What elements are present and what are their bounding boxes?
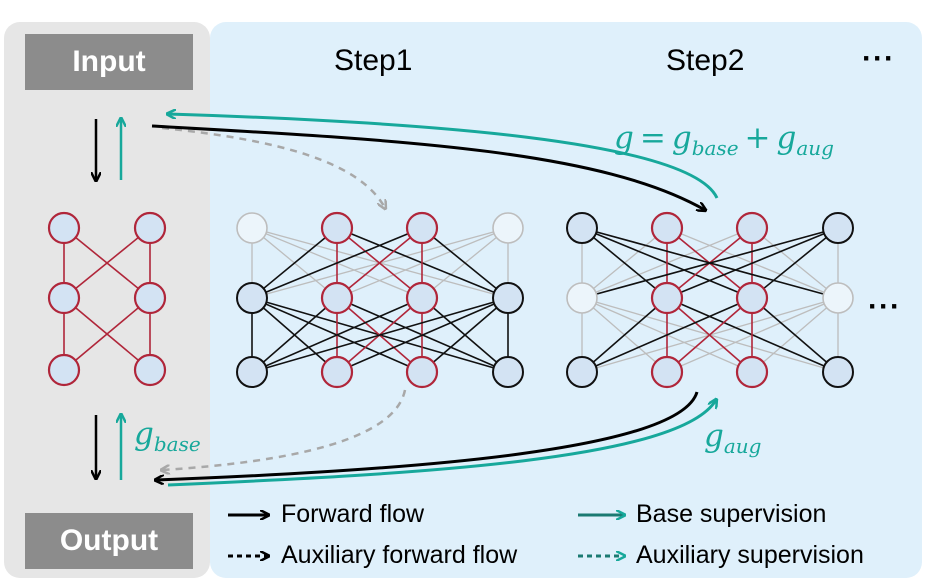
connection-black [581, 227, 839, 299]
connection-black [251, 227, 338, 299]
neuron-red [320, 211, 354, 245]
connection-black [251, 297, 423, 373]
neuron-black [236, 356, 268, 388]
g-base-label: gbase [134, 416, 201, 456]
connection-red [336, 227, 423, 299]
connection-red [63, 227, 151, 299]
neuron-black [822, 356, 854, 388]
neuron-red [735, 211, 769, 245]
legend-aux-supervision: Auxiliary supervision [636, 541, 864, 569]
gradient-equation: g = gbase + gaug [614, 120, 834, 160]
neuron-black [236, 282, 268, 314]
neuron-black [492, 356, 524, 388]
neuron-red [47, 281, 81, 315]
aux-forward-arrow-top [161, 126, 385, 208]
neuron-red [405, 281, 439, 315]
step1-label: Step1 [334, 44, 413, 77]
neuron-red [735, 355, 769, 389]
neuron-red [320, 355, 354, 389]
neuron-red [133, 353, 167, 387]
neuron-black [822, 212, 854, 244]
neuron-black [566, 212, 598, 244]
neuron-red [405, 211, 439, 245]
neuron-red [650, 211, 684, 245]
input-header-box [25, 34, 193, 90]
connection-red [63, 297, 151, 371]
connection-black [421, 297, 509, 373]
neuron-light [236, 212, 268, 244]
connection-black [666, 227, 839, 299]
connection-black [581, 297, 753, 373]
connection-black [751, 297, 839, 373]
legend-forward-flow: Forward flow [281, 500, 425, 528]
aux-forward-arrow-bottom [162, 389, 407, 470]
neuron-red [735, 281, 769, 315]
step2-output-arrow [156, 391, 699, 480]
legend-base-supervision: Base supervision [636, 500, 827, 528]
input-label: Input [72, 45, 146, 78]
g-aug-label: gaug [704, 418, 762, 458]
neuron-light [566, 282, 598, 314]
neuron-red [47, 211, 81, 245]
step2-network [566, 211, 854, 389]
output-header-box [25, 513, 193, 569]
step2-forward-arrow [151, 124, 705, 210]
connection-black [581, 227, 668, 299]
connection-black [421, 227, 509, 299]
ellipsis-top: ··· [862, 42, 895, 75]
neuron-red [47, 353, 81, 387]
neuron-light [822, 282, 854, 314]
base-network [47, 211, 167, 387]
step2-label: Step2 [666, 44, 745, 77]
connection-red [666, 297, 753, 373]
connection-black [336, 297, 509, 373]
steps-panel [210, 22, 922, 578]
neuron-light [492, 212, 524, 244]
neuron-red [320, 281, 354, 315]
neuron-red [650, 355, 684, 389]
legend-aux-forward-flow: Auxiliary forward flow [281, 541, 518, 569]
connection-black [251, 297, 338, 373]
connection-black [251, 297, 509, 373]
output-label: Output [59, 524, 159, 557]
ellipsis-mid: ··· [868, 290, 901, 323]
neuron-red [405, 355, 439, 389]
neuron-black [566, 356, 598, 388]
connection-black [251, 227, 423, 299]
neuron-red [650, 281, 684, 315]
base-panel [4, 22, 210, 578]
neuron-black [492, 282, 524, 314]
step2-supervision-arrow-top [168, 114, 719, 199]
neuron-red [133, 211, 167, 245]
neuron-red [133, 281, 167, 315]
step2-supervision-arrow-bottom [167, 400, 716, 487]
connection-black [581, 297, 668, 373]
step1-network [236, 211, 524, 389]
connection-black [751, 227, 839, 299]
